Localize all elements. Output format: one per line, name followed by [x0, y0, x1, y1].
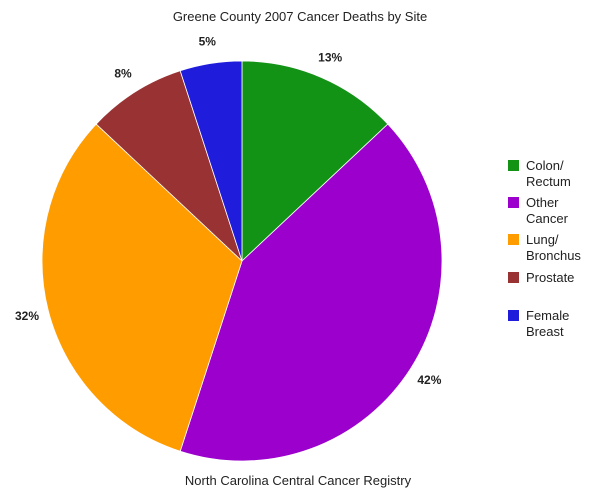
legend-item: Other Cancer: [508, 195, 569, 226]
legend-item: Female Breast: [508, 308, 569, 339]
slice-percent-label: 13%: [318, 50, 342, 64]
legend-label: Other Cancer: [526, 195, 569, 226]
legend-label: Female Breast: [526, 308, 569, 339]
pie-slice-5: [179, 60, 243, 262]
legend-item: Lung/Bronchus: [508, 232, 581, 263]
legend: Colon/Rectum Other Cancer Lung/Bronchus Pros…: [508, 158, 581, 339]
legend-label: Prostate: [526, 270, 574, 285]
legend-label: Lung/Bronchus: [526, 232, 581, 263]
slice-percent-label: 5%: [199, 35, 217, 49]
legend-swatch: [508, 197, 519, 208]
pie-slice-1: [241, 60, 389, 262]
pie-slice-4: [95, 70, 243, 262]
legend-label: Colon/Rectum: [526, 158, 571, 189]
legend-swatch: [508, 310, 519, 321]
slice-percent-label: 32%: [15, 309, 39, 323]
pie-slice-2: [179, 123, 443, 462]
pie-slices: [41, 60, 443, 462]
legend-swatch: [508, 234, 519, 245]
legend-item: Prostate: [508, 270, 574, 285]
slice-percent-label: 42%: [417, 373, 441, 387]
legend-swatch: [508, 160, 519, 171]
chart-caption: North Carolina Central Cancer Registry: [185, 473, 412, 488]
chart-title: Greene County 2007 Cancer Deaths by Site: [173, 9, 427, 24]
slice-percent-label: 8%: [114, 67, 132, 81]
pie-slice-3: [41, 123, 243, 452]
legend-item: Colon/Rectum: [508, 158, 571, 189]
legend-swatch: [508, 272, 519, 283]
slice-percent-labels: 13% 42% 32% 8% 5%: [15, 35, 442, 387]
